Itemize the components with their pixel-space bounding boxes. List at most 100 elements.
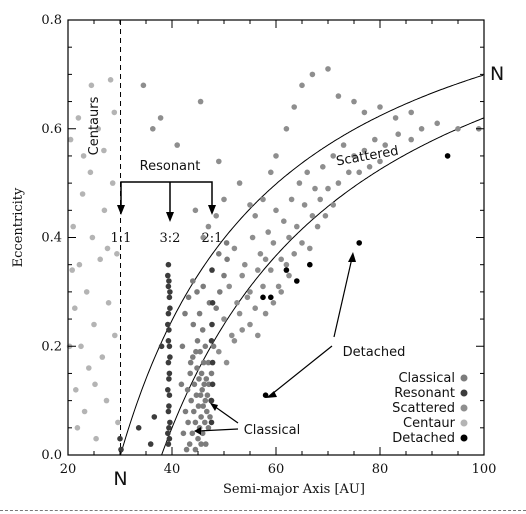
resonant-point xyxy=(209,321,215,328)
scattered-point xyxy=(335,93,342,99)
legend-marker-resonant xyxy=(460,389,468,397)
resonant-point xyxy=(166,376,172,382)
centaur-point xyxy=(93,435,99,442)
res-3-2-label: 3:2 xyxy=(160,231,181,246)
classical-point xyxy=(190,278,196,284)
x-tick-label: 100 xyxy=(472,462,497,477)
scattered-point xyxy=(140,82,147,89)
scattered-point xyxy=(356,169,363,176)
resonant-point xyxy=(166,327,172,333)
scattered-point xyxy=(346,169,352,176)
resonant-point xyxy=(166,294,173,301)
classical-point xyxy=(199,430,206,437)
classical-point xyxy=(205,359,212,366)
classical-point xyxy=(201,381,207,388)
scattered-point xyxy=(229,332,235,339)
scattered-point xyxy=(312,185,318,192)
centaur-point xyxy=(74,425,81,431)
classical-point xyxy=(191,381,198,388)
classical-point xyxy=(195,435,201,442)
scattered-point xyxy=(236,310,243,317)
scattered-point xyxy=(296,180,303,186)
scattered-point xyxy=(317,196,324,203)
centaur-point xyxy=(70,223,76,230)
centaur-point xyxy=(79,191,86,197)
scattered-point xyxy=(273,153,279,159)
resonant-point xyxy=(209,359,216,366)
centaur-point xyxy=(92,381,98,388)
classical-point xyxy=(182,310,188,317)
centaur-point xyxy=(105,300,112,306)
x-tick-label: 20 xyxy=(60,462,77,477)
classical-point xyxy=(190,321,197,328)
classical-point xyxy=(189,430,196,437)
scattered-point xyxy=(361,109,368,116)
classical-point xyxy=(198,441,204,447)
classical-arrow-upper xyxy=(213,405,239,424)
detached-label: Detached xyxy=(343,345,406,360)
res-2-1-arrow-head xyxy=(208,205,216,215)
resonant-point xyxy=(166,392,173,399)
classical-point xyxy=(223,240,230,246)
scattered-point xyxy=(247,321,253,328)
scattered-point xyxy=(434,120,441,127)
res-1-1-label: 1:1 xyxy=(111,231,132,246)
centaur-point xyxy=(111,109,118,116)
centaur-point xyxy=(67,136,74,143)
scattered-point xyxy=(392,115,399,121)
scattered-point xyxy=(382,142,389,148)
classical-point xyxy=(197,348,203,355)
scattered-point xyxy=(307,245,313,252)
classical-arrow-lower xyxy=(197,428,239,432)
detached-point xyxy=(268,294,274,301)
x-tick-label: 80 xyxy=(372,462,389,477)
centaur-point xyxy=(78,343,84,350)
classical-point xyxy=(202,343,209,350)
centaurs-label: Centaurs xyxy=(87,96,102,155)
resonant-point xyxy=(166,343,173,350)
centaur-point xyxy=(76,261,83,268)
scattered-point xyxy=(257,251,264,257)
res-1-1-arrow-head xyxy=(117,205,125,215)
centaur-point xyxy=(81,408,88,415)
scattered-point xyxy=(395,131,402,137)
classical-point xyxy=(224,256,230,263)
scattered-point xyxy=(377,158,383,165)
figure-bottom-border xyxy=(0,510,526,511)
resonant-point xyxy=(158,343,165,350)
resonant-point xyxy=(165,310,172,317)
y-tick-label: 0.6 xyxy=(41,122,62,137)
scattered-point xyxy=(408,109,415,116)
detached-point xyxy=(294,278,300,284)
scattered-point xyxy=(260,196,266,203)
scattered-point xyxy=(377,104,383,110)
classical-point xyxy=(200,283,206,290)
scattered-point xyxy=(351,98,357,105)
y-axis-label: Eccentricity xyxy=(11,187,26,267)
legend-marker-centaur xyxy=(460,419,468,427)
resonant-point xyxy=(208,338,215,344)
scattered-point xyxy=(247,289,253,295)
classical-point xyxy=(198,370,205,377)
scattered-point xyxy=(301,202,308,208)
resonant-point xyxy=(209,381,216,388)
resonant-point xyxy=(165,387,171,393)
x-tick-label: 60 xyxy=(268,462,285,477)
classical-point xyxy=(188,397,194,404)
classical-point xyxy=(200,359,207,366)
scattered-point xyxy=(268,169,274,176)
n-axis-label: N xyxy=(113,468,127,490)
scattered-point xyxy=(286,234,292,241)
classical-point xyxy=(182,408,189,415)
scattered-point xyxy=(418,126,425,132)
scattered-point xyxy=(223,359,230,366)
classical-point xyxy=(194,365,200,371)
classical-point xyxy=(204,408,210,415)
centaur-point xyxy=(75,115,82,121)
classical-point xyxy=(216,251,222,257)
scattered-point xyxy=(244,294,251,301)
resonant-point xyxy=(166,403,172,409)
classical-point xyxy=(180,430,187,437)
resonant-point xyxy=(167,354,173,360)
detached-point xyxy=(262,392,269,399)
